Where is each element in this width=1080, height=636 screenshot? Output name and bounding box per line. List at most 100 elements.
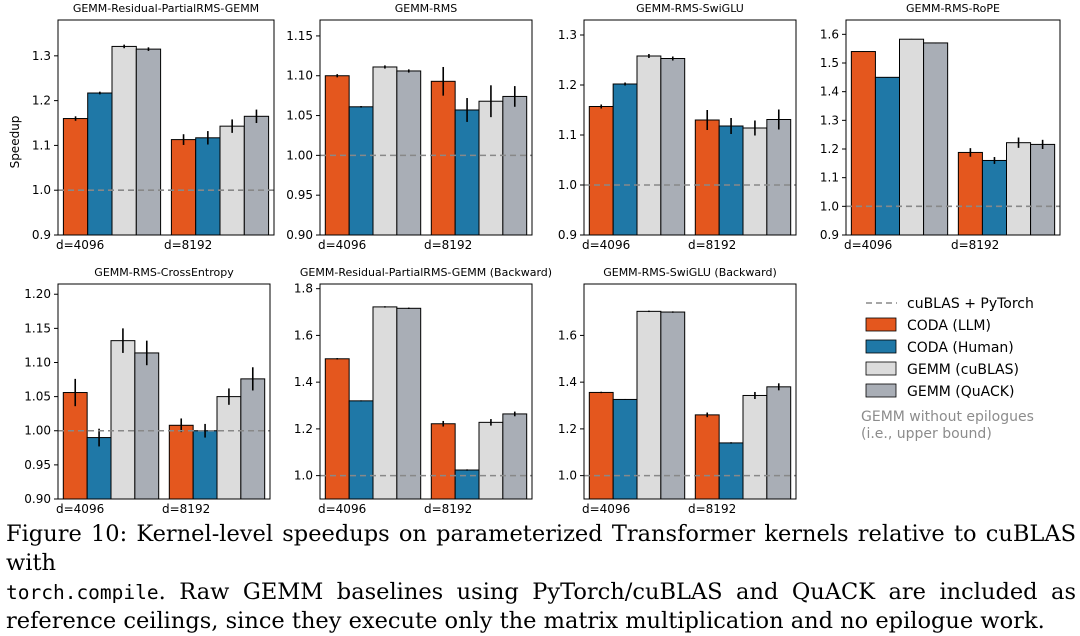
y-tick-label: 1.05 xyxy=(286,109,313,123)
panel-title: GEMM-RMS-CrossEntropy xyxy=(94,266,234,279)
x-category-label: d=4096 xyxy=(582,238,630,252)
x-category-label: d=4096 xyxy=(844,238,892,252)
caption-line-1: Figure 10: Kernel-level speedups on para… xyxy=(6,521,1076,576)
y-tick-label: 1.4 xyxy=(294,375,313,389)
bar-coda-human-d-4096 xyxy=(612,398,638,500)
y-tick-label: 0.9 xyxy=(558,228,577,242)
bar-coda-human-d-4096 xyxy=(348,106,374,236)
figure-10: Speedup GEMM-Residual-PartialRMS-GEMM 0.9… xyxy=(8,2,1061,516)
axes-frame xyxy=(845,19,1061,236)
bar-gemm-cublas-d-8192 xyxy=(742,394,768,500)
bar-gemm-cublas-d-8192 xyxy=(478,421,504,500)
y-tick-label: 1.1 xyxy=(32,138,51,152)
bar-gemm-cublas-d-8192 xyxy=(742,127,768,236)
y-tick-label: 1.15 xyxy=(24,321,51,335)
bar-coda-human-d-8192 xyxy=(454,109,480,236)
bar-coda-human-d-4096 xyxy=(348,400,374,500)
legend-gemm-quack-swatch xyxy=(865,383,897,398)
bar-coda-human-d-8192 xyxy=(192,430,218,500)
bar-coda-llm-d-8192 xyxy=(694,119,720,236)
x-category-label: d=8192 xyxy=(424,238,472,252)
y-tick-label: 1.2 xyxy=(32,94,51,108)
bar-coda-human-d-4096 xyxy=(612,83,638,236)
bar-coda-llm-d-8192 xyxy=(168,424,194,500)
x-category-label: d=8192 xyxy=(164,238,212,252)
bar-gemm-quack-d-8192 xyxy=(766,386,792,500)
bar-gemm-cublas-d-4096 xyxy=(636,310,662,500)
y-tick-label: 1.1 xyxy=(558,128,577,142)
y-tick-label: 1.20 xyxy=(24,287,51,301)
bar-coda-human-d-4096 xyxy=(86,437,112,500)
bar-gemm-quack-d-4096 xyxy=(396,307,422,500)
bar-gemm-quack-d-8192 xyxy=(766,119,792,236)
bar-gemm-cublas-d-4096 xyxy=(111,45,137,236)
panel-gemm-rms-rope: GEMM-RMS-RoPE 0.9 1.0 1.1 1.2 1.3 1.4 1.5 1.6 d=4… xyxy=(820,2,1061,252)
y-tick-label: 1.4 xyxy=(820,85,839,99)
bar-gemm-cublas-d-4096 xyxy=(899,38,925,236)
bar-coda-llm-d-4096 xyxy=(588,106,614,236)
legend-gemm-cublas-swatch xyxy=(865,361,897,376)
bar-gemm-quack-d-8192 xyxy=(1030,143,1056,236)
y-tick-label: 1.1 xyxy=(820,171,839,185)
bar-coda-human-d-8192 xyxy=(718,125,744,236)
y-tick-label: 1.00 xyxy=(286,148,313,162)
y-tick-label: 1.2 xyxy=(558,78,577,92)
bar-gemm-cublas-d-8192 xyxy=(219,125,245,236)
panel-gemm-residual-partialrms-gemm: GEMM-Residual-PartialRMS-GEMM 0.9 1.0 1.1 1.… xyxy=(32,2,275,252)
y-tick-label: 1.6 xyxy=(294,328,313,342)
x-category-label: d=8192 xyxy=(951,238,999,252)
axes-frame xyxy=(319,19,533,236)
bar-gemm-cublas-d-4096 xyxy=(636,55,662,236)
bar-coda-llm-d-4096 xyxy=(588,391,614,500)
bar-coda-human-d-8192 xyxy=(454,469,480,500)
x-category-label: d=8192 xyxy=(688,238,736,252)
legend-gemm-quack-label: GEMM (QuACK) xyxy=(907,384,1014,400)
panel-gemm-rms-swiglu-backward: GEMM-RMS-SwiGLU (Backward) 1.0 1.2 1.4 1.6 d=… xyxy=(558,266,797,516)
bar-gemm-quack-d-4096 xyxy=(660,311,686,500)
y-tick-label: 0.9 xyxy=(820,228,839,242)
bar-coda-llm-d-8192 xyxy=(957,151,983,236)
bar-gemm-cublas-d-8192 xyxy=(478,100,504,236)
axes-frame xyxy=(319,283,533,500)
panel-title: GEMM-Residual-PartialRMS-GEMM xyxy=(73,2,259,15)
x-category-label: d=8192 xyxy=(688,502,736,516)
y-tick-label: 1.3 xyxy=(32,49,51,63)
y-tick-label: 1.2 xyxy=(820,142,839,156)
bar-gemm-cublas-d-4096 xyxy=(110,340,136,500)
y-tick-label: 1.10 xyxy=(24,355,51,369)
y-tick-label: 1.3 xyxy=(820,113,839,127)
bar-coda-llm-d-8192 xyxy=(430,423,456,500)
bar-coda-llm-d-4096 xyxy=(62,118,89,236)
bar-coda-human-d-8192 xyxy=(981,159,1007,236)
chart-panels: GEMM-Residual-PartialRMS-GEMM 0.9 1.0 1.1 1.… xyxy=(24,2,1061,516)
axes-frame xyxy=(57,19,275,236)
panel-gemm-rms-swiglu: GEMM-RMS-SwiGLU 0.9 1.0 1.1 1.2 1.3 d=4096 d=81… xyxy=(558,2,797,252)
y-tick-label: 1.0 xyxy=(558,178,577,192)
bar-gemm-quack-d-8192 xyxy=(243,115,270,236)
caption-line-2-text: . Raw GEMM baselines using PyTorch/cuBLA… xyxy=(158,579,1076,605)
legend-note-line2: (i.e., upper bound) xyxy=(861,426,992,442)
x-category-label: d=8192 xyxy=(162,502,210,516)
panel-title: GEMM-RMS-RoPE xyxy=(906,2,1000,15)
bar-gemm-quack-d-8192 xyxy=(240,378,266,500)
y-tick-label: 1.0 xyxy=(294,469,313,483)
y-tick-label: 1.2 xyxy=(294,422,313,436)
panel-gemm-rms-crossentropy: GEMM-RMS-CrossEntropy 0.90 0.95 1.00 1.05 1.1… xyxy=(24,266,271,516)
y-tick-label: 1.2 xyxy=(558,422,577,436)
legend-baseline-label: cuBLAS + PyTorch xyxy=(907,296,1034,312)
y-tick-label: 1.05 xyxy=(24,390,51,404)
x-category-label: d=4096 xyxy=(582,502,630,516)
y-tick-label: 1.00 xyxy=(24,424,51,438)
y-tick-label: 1.0 xyxy=(558,469,577,483)
bar-gemm-cublas-d-8192 xyxy=(1006,142,1032,236)
axes-frame xyxy=(57,283,271,500)
panel-title: GEMM-Residual-PartialRMS-GEMM (Backward) xyxy=(300,266,552,279)
x-category-label: d=4096 xyxy=(56,502,104,516)
y-tick-label: 1.8 xyxy=(294,282,313,296)
panel-title: GEMM-RMS-SwiGLU (Backward) xyxy=(603,266,777,279)
bar-gemm-quack-d-8192 xyxy=(502,95,528,236)
x-category-label: d=4096 xyxy=(318,238,366,252)
y-tick-label: 1.3 xyxy=(558,28,577,42)
bar-coda-llm-d-8192 xyxy=(430,80,456,236)
bar-coda-llm-d-8192 xyxy=(170,139,197,236)
